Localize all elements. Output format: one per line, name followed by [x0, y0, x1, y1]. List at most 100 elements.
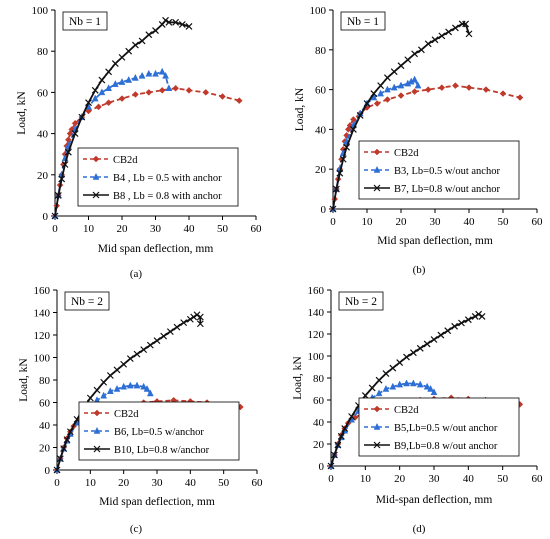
x-tick-label: 60: [532, 216, 544, 228]
legend-label: B9,Lb=0.8 w/out anchor: [394, 441, 498, 452]
data-point: [196, 320, 204, 328]
legend-label: B6, Lb=0.5 w/anchor: [114, 427, 204, 438]
data-point: [409, 349, 417, 357]
data-point: [105, 68, 113, 76]
chart-panel-d: 0 10 20 30 40 50 60 0 20 40 60 80 100 120 140 160 Mid-sp…: [292, 285, 543, 535]
data-point: [98, 88, 106, 96]
x-tick-label: 0: [52, 223, 58, 235]
data-point: [356, 112, 364, 119]
data-point: [349, 125, 357, 133]
x-tick-label: 40: [464, 216, 476, 228]
data-point: [173, 323, 181, 331]
data-point: [113, 384, 121, 392]
legend-marker: [373, 148, 381, 156]
x-tick-label: 20: [117, 223, 129, 235]
data-point: [125, 75, 133, 83]
data-point: [417, 46, 425, 54]
data-point: [86, 394, 94, 402]
data-point: [193, 311, 201, 319]
y-tick-label: 0: [43, 211, 49, 223]
annotation-text: Nb = 2: [345, 296, 377, 308]
y-tick-label: 80: [315, 45, 327, 57]
y-tick-label: 120: [34, 330, 51, 342]
y-tick-label: 0: [321, 204, 327, 216]
legend-marker: [93, 409, 101, 417]
y-tick-label: 100: [34, 353, 51, 365]
data-point: [341, 425, 349, 433]
x-tick-label: 30: [429, 473, 441, 485]
data-point: [331, 451, 338, 459]
data-point: [482, 86, 490, 93]
y-tick-label: 0: [45, 465, 51, 477]
data-point: [336, 169, 344, 177]
y-tick-label: 60: [37, 87, 49, 99]
data-point: [126, 381, 134, 389]
y-tick-label: 0: [319, 461, 325, 473]
legend-marker: [373, 441, 381, 449]
legend-marker: [373, 165, 381, 173]
data-point: [390, 83, 398, 91]
data-point: [438, 84, 446, 91]
data-point: [78, 113, 86, 121]
data-point: [190, 313, 198, 321]
data-point: [465, 30, 473, 38]
data-point: [202, 89, 210, 96]
data-point: [145, 31, 153, 39]
data-point: [424, 86, 432, 93]
data-point: [235, 97, 243, 104]
legend-label: B8 , Lb = 0.8 with anchor: [113, 191, 222, 202]
legend-marker: [92, 191, 100, 199]
data-point: [458, 319, 465, 327]
series-2: [327, 310, 486, 470]
x-tick-label: 20: [118, 477, 130, 489]
data-point: [165, 18, 173, 26]
data-point: [196, 313, 204, 321]
data-point: [403, 379, 410, 387]
data-point: [131, 73, 139, 81]
x-tick-label: 40: [463, 473, 475, 485]
y-tick-label: 60: [313, 395, 325, 407]
data-point: [160, 332, 168, 340]
legend-label: CB2d: [113, 155, 138, 166]
data-point: [471, 312, 479, 320]
data-point: [411, 50, 419, 58]
x-tick-label: 30: [152, 477, 164, 489]
x-tick-label: 20: [396, 216, 408, 228]
data-point: [427, 384, 434, 392]
y-tick-label: 40: [313, 417, 325, 429]
x-tick-label: 0: [54, 477, 60, 489]
data-point: [377, 89, 385, 97]
data-point: [383, 85, 391, 93]
data-point: [98, 76, 106, 84]
data-point: [63, 436, 71, 444]
data-point: [389, 364, 397, 372]
x-tick-label: 20: [394, 473, 406, 485]
legend-marker: [92, 172, 100, 180]
data-point: [409, 379, 417, 387]
data-point: [172, 84, 179, 92]
data-point: [414, 81, 422, 89]
y-tick-label: 20: [37, 170, 49, 182]
data-point: [153, 337, 161, 345]
data-point: [58, 175, 66, 183]
data-point: [389, 382, 397, 390]
data-point: [111, 60, 119, 67]
data-point: [91, 94, 99, 102]
data-point: [60, 445, 68, 453]
series-2: [51, 16, 193, 220]
data-point: [138, 71, 146, 79]
data-point: [140, 382, 148, 390]
data-point: [431, 36, 439, 44]
data-point: [363, 100, 371, 107]
data-point: [411, 88, 418, 95]
data-point: [165, 84, 173, 92]
chart-panel-c: 0 10 20 30 40 50 60 0 20 40 60 80 100 120 140 160 Mid sp…: [18, 285, 263, 535]
data-point: [61, 161, 69, 168]
data-point: [106, 372, 114, 379]
y-tick-label: 100: [308, 351, 325, 363]
annotation-box: [62, 11, 108, 31]
data-point: [423, 382, 431, 390]
legend-marker: [93, 445, 101, 453]
data-point: [56, 455, 64, 463]
data-point: [478, 312, 486, 320]
